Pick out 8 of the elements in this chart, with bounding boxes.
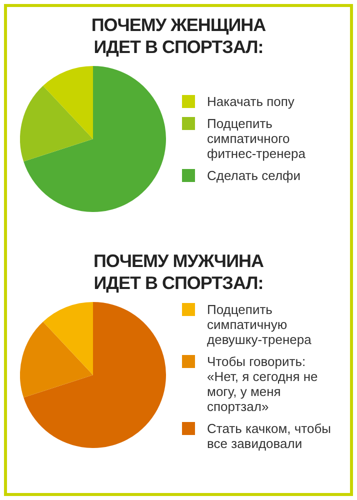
legend-label: Стать качком, чтобы все завидовали (207, 421, 332, 451)
legend-label: Накачать попу (207, 94, 294, 109)
chart-title: ПОЧЕМУ ЖЕНЩИНА ИДЕТ В СПОРТЗАЛ: (90, 14, 267, 58)
legend-label: Чтобы говорить: «Нет, я сегодня не могу, у меня спортзал» (207, 354, 319, 414)
legend-label: Подцепить симпатичного фитнес-тренера (207, 116, 306, 161)
legend-label: Подцепить симпатичную девушку-тренера (207, 302, 312, 347)
legend-label: Сделать селфи (207, 168, 300, 183)
chart-title: ПОЧЕМУ МУЖЧИНА ИДЕТ В СПОРТЗАЛ: (92, 250, 265, 294)
